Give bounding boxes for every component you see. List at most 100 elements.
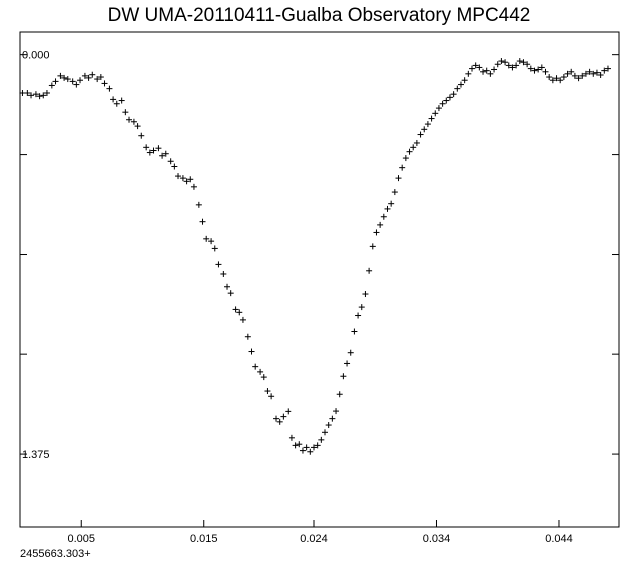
data-point [32, 91, 39, 98]
data-point [187, 176, 194, 183]
data-point [211, 245, 218, 252]
data-point [505, 62, 512, 69]
data-point [377, 221, 384, 228]
data-point [542, 68, 549, 75]
data-point [43, 90, 50, 97]
data-point [557, 77, 564, 84]
data-points [19, 58, 611, 455]
data-point [252, 363, 259, 370]
data-point [446, 94, 453, 101]
data-point [167, 158, 174, 165]
data-point [531, 67, 538, 74]
data-point [195, 201, 202, 208]
x-axis: 0.005 0.015 0.024 0.034 0.044 [67, 520, 573, 545]
data-point [146, 149, 153, 156]
data-point [336, 391, 343, 398]
data-point [227, 290, 234, 297]
data-point [604, 65, 611, 72]
data-point [244, 333, 251, 340]
data-point [303, 444, 310, 451]
data-point [268, 393, 275, 400]
data-point [122, 109, 129, 116]
data-point [513, 62, 520, 69]
data-point [40, 92, 47, 99]
data-point [143, 144, 150, 151]
x-tick-label: 0.015 [190, 533, 218, 545]
data-point [118, 97, 125, 104]
data-point [509, 64, 516, 71]
data-point [461, 77, 468, 84]
data-point [391, 189, 398, 196]
chart-title: DW UMA-20110411-Gualba Observatory MPC44… [108, 5, 531, 26]
data-point [366, 267, 373, 274]
data-point [73, 81, 80, 88]
data-point [491, 66, 498, 73]
data-point [538, 64, 545, 71]
data-point [199, 218, 206, 225]
data-point [77, 77, 84, 84]
data-point [384, 205, 391, 212]
data-point [179, 175, 186, 182]
y-tick-label: 0.000 [22, 50, 50, 62]
data-point [94, 76, 101, 83]
data-point [325, 422, 332, 429]
x-offset-label: 2455663.303+ [20, 548, 91, 560]
data-point [134, 123, 141, 130]
data-point [257, 368, 264, 375]
data-point [564, 70, 571, 77]
data-point [476, 64, 483, 71]
data-point [380, 213, 387, 220]
data-point [582, 70, 589, 77]
data-point [535, 66, 542, 73]
data-point [155, 145, 162, 152]
data-point [362, 291, 369, 298]
data-point [373, 229, 380, 236]
data-point [288, 434, 295, 441]
data-point [260, 374, 267, 381]
data-point [183, 178, 190, 185]
data-point [203, 235, 210, 242]
data-point [424, 121, 431, 128]
data-point [159, 152, 166, 159]
x-tick-label: 0.024 [300, 533, 328, 545]
data-point [524, 61, 531, 68]
data-point [487, 70, 494, 77]
data-point [215, 261, 222, 268]
data-point [171, 163, 178, 170]
data-point [579, 72, 586, 79]
data-point [150, 147, 157, 154]
data-point [36, 93, 43, 100]
data-point [280, 413, 287, 420]
data-point [421, 126, 428, 133]
x-tick-label: 0.034 [423, 533, 451, 545]
data-point [454, 85, 461, 92]
data-point [597, 71, 604, 78]
data-point [480, 68, 487, 75]
data-point [410, 144, 417, 151]
data-point [527, 65, 534, 72]
data-point [347, 349, 354, 356]
x-tick-label: 0.044 [545, 533, 573, 545]
data-point [162, 150, 169, 157]
data-point [292, 442, 299, 449]
data-point [110, 96, 117, 103]
data-point [126, 116, 133, 123]
data-point [406, 148, 413, 155]
data-point [329, 415, 336, 422]
data-point [138, 132, 145, 139]
data-point [276, 418, 283, 425]
data-point [516, 58, 523, 65]
data-point [318, 436, 325, 443]
data-point [314, 442, 321, 449]
data-point [428, 115, 435, 122]
plot-area [19, 31, 620, 528]
data-point [369, 243, 376, 250]
data-point [101, 80, 108, 87]
data-point [465, 70, 472, 77]
data-point [69, 78, 76, 85]
data-point [113, 100, 120, 107]
data-point [310, 444, 317, 451]
data-point [307, 448, 314, 455]
data-point [601, 67, 608, 74]
